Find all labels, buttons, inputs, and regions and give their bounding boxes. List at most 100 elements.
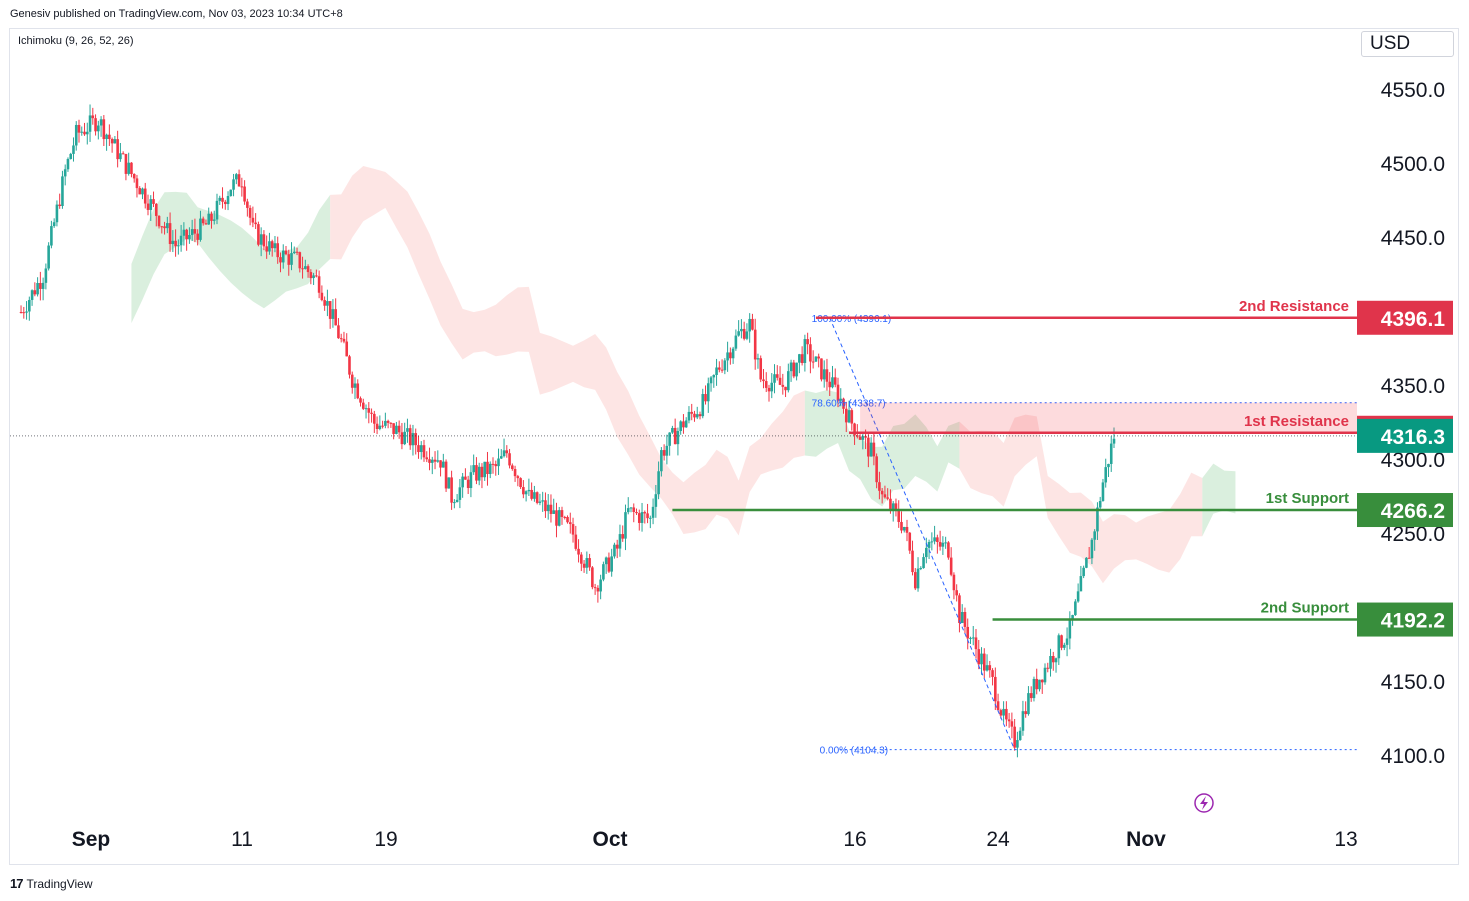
candle-body — [130, 162, 133, 174]
candle-body — [497, 458, 500, 467]
ichimoku-indicator-label[interactable]: Ichimoku (9, 26, 52, 26) — [18, 35, 134, 47]
candle-body — [350, 374, 354, 388]
candle-body — [687, 411, 691, 421]
candle-body — [83, 131, 86, 135]
candle-body — [861, 436, 865, 440]
candle-body — [969, 637, 972, 639]
candle-body — [240, 186, 244, 188]
candle-body — [773, 374, 776, 383]
candle-body — [695, 414, 699, 418]
candle-body — [1024, 711, 1027, 715]
candle-body — [764, 381, 768, 388]
candle-body — [486, 461, 489, 475]
price-tag-support: 4192.2 — [1381, 610, 1445, 633]
candle-body — [996, 701, 1000, 711]
candle-body — [963, 611, 967, 627]
candle-body — [524, 491, 528, 495]
chart-frame — [9, 28, 1459, 865]
x-tick-label: 16 — [843, 828, 866, 851]
candle-body — [1005, 708, 1008, 720]
candle-body — [66, 158, 70, 170]
candle-body — [911, 550, 914, 573]
candle-body — [177, 245, 180, 247]
x-tick-label: 13 — [1334, 828, 1357, 851]
candle-body — [185, 229, 188, 240]
candle-body — [513, 469, 517, 477]
candle-body — [836, 384, 840, 401]
candle-body — [795, 362, 798, 377]
candle-body — [820, 358, 823, 380]
candle-body — [422, 445, 426, 458]
candle-body — [287, 254, 291, 265]
candle-body — [999, 710, 1003, 716]
candle-body — [408, 428, 412, 446]
candle-body — [477, 466, 481, 481]
candle-body — [312, 275, 315, 279]
candle-body — [218, 197, 222, 201]
candle-body — [30, 290, 34, 300]
candle-body — [348, 356, 351, 375]
candle-body — [337, 325, 340, 339]
candle-body — [673, 427, 677, 445]
candle-body — [944, 542, 947, 544]
candle-body — [201, 218, 205, 224]
candle-body — [560, 510, 564, 517]
candle-body — [499, 456, 503, 459]
candle-body — [188, 235, 191, 240]
candle-body — [844, 408, 848, 423]
candle-body — [527, 489, 531, 492]
candle-body — [77, 124, 81, 133]
candle-body — [994, 676, 997, 702]
candle-body — [800, 354, 804, 364]
candle-body — [442, 461, 445, 468]
candle-body — [455, 499, 459, 503]
tradingview-footer[interactable]: 17 TradingView — [10, 876, 93, 891]
candle-body — [1065, 638, 1069, 645]
candle-body — [439, 460, 442, 468]
candle-body — [792, 362, 796, 377]
candle-body — [356, 383, 360, 399]
candle-body — [1018, 730, 1022, 741]
candle-body — [359, 398, 362, 403]
candle-body — [1002, 708, 1005, 716]
candle-body — [361, 402, 365, 409]
candle-body — [94, 118, 97, 132]
price-tag-current: 4316.3 — [1381, 426, 1445, 449]
candle-body — [640, 512, 644, 523]
candle-body — [298, 252, 302, 269]
candle-body — [977, 649, 981, 665]
candle-body — [718, 367, 721, 370]
fib-level-label: 100.00% (4396.1) — [812, 314, 892, 325]
candle-body — [613, 544, 616, 557]
candle-body — [88, 115, 92, 132]
candle-body — [787, 371, 790, 391]
candle-body — [105, 134, 108, 140]
candle-body — [971, 637, 975, 639]
candle-body — [610, 556, 613, 572]
candle-body — [475, 465, 478, 481]
candle-body — [541, 500, 544, 502]
candle-body — [157, 215, 161, 227]
y-tick-label: 4250.0 — [1381, 523, 1445, 546]
candle-body — [154, 203, 158, 216]
candle-body — [607, 557, 611, 572]
currency-selector[interactable]: USD — [1361, 31, 1454, 57]
y-tick-label: 4150.0 — [1381, 671, 1445, 694]
candle-body — [290, 253, 293, 265]
price-tag-resistance-bg — [1357, 300, 1453, 335]
candle-body — [1040, 679, 1044, 683]
candle-body — [22, 312, 26, 314]
candle-body — [632, 507, 636, 512]
candle-body — [270, 241, 274, 249]
candle-body — [196, 233, 199, 240]
candle-body — [759, 358, 763, 380]
candle-body — [704, 394, 707, 402]
candle-body — [869, 442, 873, 457]
candle-body — [1076, 591, 1080, 602]
candle-body — [927, 542, 931, 548]
candle-body — [179, 235, 183, 246]
candle-body — [1010, 721, 1014, 727]
candle-body — [706, 383, 710, 402]
ichimoku-cloud-bull-2 — [804, 389, 960, 507]
